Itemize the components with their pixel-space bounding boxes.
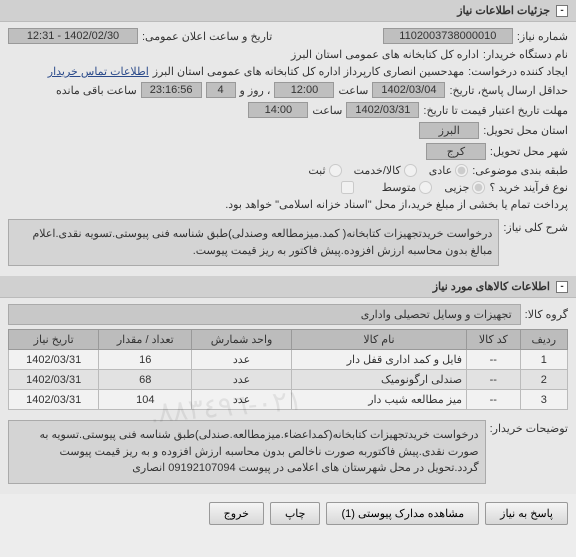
radio-label: کالا/خدمت	[354, 164, 401, 177]
radio-item: ثبت	[308, 164, 341, 177]
days-value: 4	[206, 82, 236, 98]
pay-note: پرداخت تمام یا بخشی از مبلغ خرید،از محل …	[225, 198, 568, 211]
need-no-value: 1102003738000010	[383, 28, 513, 44]
announce-value: 1402/02/30 - 12:31	[8, 28, 138, 44]
radio-label: ثبت	[308, 164, 325, 177]
table-cell: 1402/03/31	[9, 390, 99, 410]
category-label: طبقه بندی موضوعی:	[472, 164, 568, 177]
process-radios: جزیی متوسط	[382, 181, 486, 194]
radio-label: متوسط	[382, 181, 417, 194]
validity-time-label: ساعت	[312, 104, 342, 117]
radio-input[interactable]	[419, 181, 432, 194]
print-button[interactable]: چاپ	[270, 502, 321, 525]
creator-value: مهدحسین انصاری کارپرداز اداره کل کتابخان…	[153, 65, 464, 78]
table-cell: میز مطالعه شیب دار	[291, 390, 466, 410]
contact-link[interactable]: اطلاعات تماس خریدار	[48, 65, 149, 78]
radio-label: جزیی	[444, 181, 469, 194]
table-header-cell: کد کالا	[467, 330, 520, 350]
city-value: کرج	[426, 143, 486, 160]
group-value: تجهیزات و وسایل تحصیلی واداری	[8, 304, 521, 325]
table-cell: عدد	[192, 370, 292, 390]
table-cell: عدد	[192, 390, 292, 410]
deadline-time: 12:00	[274, 82, 334, 98]
table-cell: 2	[520, 370, 567, 390]
validity-label: مهلت تاریخ اعتبار قیمت تا تاریخ:	[423, 104, 568, 117]
validity-date: 1402/03/31	[346, 102, 419, 118]
panel2-header: - اطلاعات کالاهای مورد نیاز	[0, 276, 576, 298]
deadline-time-label: ساعت	[338, 84, 368, 97]
table-cell: 16	[99, 350, 192, 370]
need-no-label: شماره نیاز:	[517, 30, 568, 43]
table-cell: فایل و کمد اداری قفل دار	[291, 350, 466, 370]
group-label: گروه کالا:	[525, 308, 568, 321]
buyer-label: نام دستگاه خریدار:	[483, 48, 568, 61]
table-header-cell: تعداد / مقدار	[99, 330, 192, 350]
table-row: 2--صندلی ارگونومیکعدد681402/03/31	[9, 370, 568, 390]
remain-label: ساعت باقی مانده	[56, 84, 137, 97]
buyer-note-box: درخواست خریدتجهیزات کتابخانه(کمداعضاء.می…	[8, 420, 486, 484]
panel2-title: اطلاعات کالاهای مورد نیاز	[433, 280, 550, 293]
pay-checkbox[interactable]	[341, 181, 354, 194]
reply-button[interactable]: پاسخ به نیاز	[485, 502, 568, 525]
table-header-row: ردیفکد کالانام کالاواحد شمارشتعداد / مقد…	[9, 330, 568, 350]
table-body: 1--فایل و کمد اداری قفل دارعدد161402/03/…	[9, 350, 568, 410]
table-row: 3--میز مطالعه شیب دارعدد1041402/03/31	[9, 390, 568, 410]
process-label: نوع فرآیند خرید ؟	[489, 181, 568, 194]
table-cell: صندلی ارگونومیک	[291, 370, 466, 390]
table-cell: 3	[520, 390, 567, 410]
radio-item: جزیی	[444, 181, 485, 194]
time-remain: 23:16:56	[141, 82, 202, 98]
table-cell: 1	[520, 350, 567, 370]
collapse-icon[interactable]: -	[556, 5, 568, 17]
city-label: شهر محل تحویل:	[490, 145, 568, 158]
deadline-label: حداقل ارسال پاسخ، تاریخ:	[449, 84, 568, 97]
radio-item: کالا/خدمت	[354, 164, 417, 177]
items-table: ردیفکد کالانام کالاواحد شمارشتعداد / مقد…	[8, 329, 568, 410]
province-value: البرز	[419, 122, 479, 139]
panel1-header: - جزئیات اطلاعات نیاز	[0, 0, 576, 22]
table-cell: --	[467, 390, 520, 410]
radio-label: عادی	[429, 164, 452, 177]
radio-item: عادی	[429, 164, 468, 177]
table-header-cell: ردیف	[520, 330, 567, 350]
table-cell: 68	[99, 370, 192, 390]
table-header-cell: تاریخ نیاز	[9, 330, 99, 350]
desc-box: درخواست خریدتجهیزات کتابخانه( کمد.میزمطا…	[8, 219, 499, 266]
table-cell: 1402/03/31	[9, 350, 99, 370]
radio-input[interactable]	[472, 181, 485, 194]
category-radios: عادی کالا/خدمت ثبت	[308, 164, 468, 177]
attach-button[interactable]: مشاهده مدارک پیوستی (1)	[326, 502, 479, 525]
days-label: ، روز و	[240, 84, 271, 97]
close-button[interactable]: خروج	[209, 502, 264, 525]
validity-time: 14:00	[248, 102, 308, 118]
deadline-date: 1402/03/04	[372, 82, 445, 98]
buyer-value: اداره کل کتابخانه های عمومی استان البرز	[291, 48, 479, 61]
buyer-note-label: توضیحات خریدار:	[490, 422, 568, 435]
radio-input[interactable]	[455, 164, 468, 177]
desc-label: شرح کلی نیاز:	[503, 221, 568, 234]
creator-label: ایجاد کننده درخواست:	[468, 65, 568, 78]
collapse-icon-2[interactable]: -	[556, 281, 568, 293]
panel1-title: جزئیات اطلاعات نیاز	[457, 4, 550, 17]
table-row: 1--فایل و کمد اداری قفل دارعدد161402/03/…	[9, 350, 568, 370]
radio-item: متوسط	[382, 181, 433, 194]
announce-label: تاریخ و ساعت اعلان عمومی:	[142, 30, 272, 43]
table-header-cell: واحد شمارش	[192, 330, 292, 350]
table-cell: عدد	[192, 350, 292, 370]
radio-input[interactable]	[329, 164, 342, 177]
table-header-cell: نام کالا	[291, 330, 466, 350]
province-label: استان محل تحویل:	[483, 124, 568, 137]
table-cell: 1402/03/31	[9, 370, 99, 390]
radio-input[interactable]	[404, 164, 417, 177]
table-cell: --	[467, 350, 520, 370]
table-cell: --	[467, 370, 520, 390]
table-cell: 104	[99, 390, 192, 410]
